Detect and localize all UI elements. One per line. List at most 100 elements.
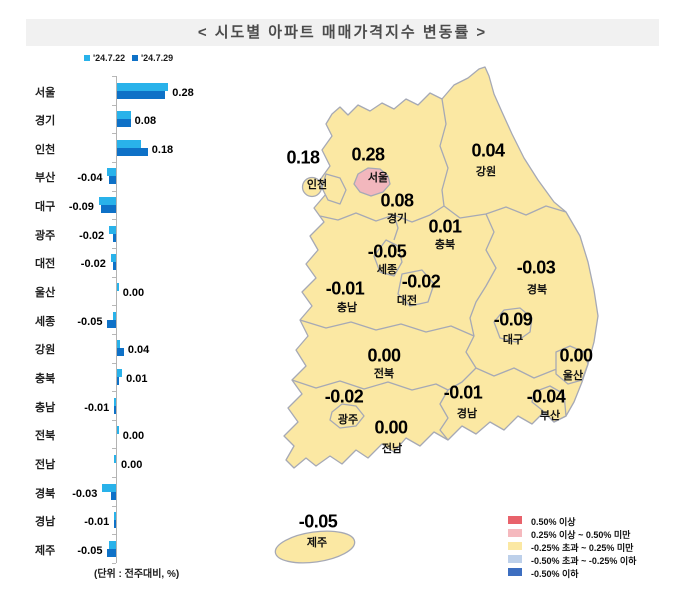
map-value-경남: -0.01 <box>443 382 483 403</box>
map-legend-swatch <box>508 529 522 537</box>
region-seoul <box>353 167 391 197</box>
bar-value-label: 0.28 <box>172 86 194 99</box>
bar-prev <box>117 283 119 292</box>
bar-prev <box>117 139 141 148</box>
bar-value-label: 0.08 <box>134 115 157 128</box>
bar-value-label: -0.01 <box>84 401 110 414</box>
bar-prev <box>109 225 116 234</box>
region-daejeon <box>397 269 435 307</box>
bar-prev <box>114 397 116 406</box>
bar-curr <box>107 548 116 557</box>
map-legend-swatch <box>508 542 522 550</box>
bar-value-label: 0.00 <box>122 430 145 443</box>
bar-value-label: 0.18 <box>151 143 174 156</box>
korea-map-svg <box>274 66 599 564</box>
bar-value-label: 0.00 <box>122 287 145 300</box>
bar-row-label: 울산 <box>35 287 56 300</box>
map-value-충남: -0.01 <box>325 278 365 299</box>
bar-prev <box>114 454 116 463</box>
chart-axis <box>116 76 117 564</box>
map-region-name-부산: 부산 <box>539 410 561 422</box>
map-legend-swatch <box>508 516 522 524</box>
bar-prev <box>112 311 116 320</box>
axis-tick <box>112 161 116 163</box>
bar-prev <box>109 540 116 549</box>
map-value-광주: -0.02 <box>324 386 364 407</box>
map-region-name-대전: 대전 <box>396 295 418 307</box>
bar-curr <box>109 176 116 185</box>
bar-curr <box>110 491 116 500</box>
title-bar: < 시도별 아파트 매매가격지수 변동률 > <box>26 19 659 46</box>
bar-value-label: -0.02 <box>79 229 105 242</box>
map-region-name-강원: 강원 <box>475 166 497 178</box>
map-value-충북: 0.01 <box>428 216 462 237</box>
map-value-대전: -0.02 <box>401 271 441 292</box>
map-value-강원: 0.04 <box>471 140 505 161</box>
bar-curr <box>117 119 131 128</box>
axis-tick <box>112 448 116 450</box>
bar-row-label: 세종 <box>35 315 56 328</box>
axis-tick <box>112 505 116 507</box>
axis-tick <box>112 362 116 364</box>
map-region-name-인천: 인천 <box>306 179 328 191</box>
bar-row-label: 인천 <box>35 143 56 156</box>
map-region-name-제주: 제주 <box>306 537 328 549</box>
bar-curr <box>117 147 148 156</box>
map-legend-swatch <box>508 555 522 563</box>
map-legend-label: 0.25% 이상 ~ 0.50% 미만 <box>531 530 631 540</box>
bar-prev <box>117 111 131 120</box>
map-region-name-서울: 서울 <box>367 172 389 184</box>
bar-value-label: -0.02 <box>80 258 106 271</box>
bar-curr <box>100 205 116 214</box>
bar-curr <box>107 319 116 328</box>
bar-row-label: 서울 <box>35 86 56 99</box>
map-legend-label: -0.50% 이하 <box>531 569 579 579</box>
axis-tick <box>112 563 116 565</box>
region-gwangju <box>329 403 365 429</box>
legend-swatch-curr <box>132 55 138 61</box>
bar-value-label: -0.01 <box>84 516 110 529</box>
region-busan <box>531 385 567 423</box>
legend-swatch-prev <box>84 55 90 61</box>
axis-tick <box>112 276 116 278</box>
axis-tick <box>112 477 116 479</box>
bar-prev <box>98 197 116 206</box>
map-region-name-전남: 전남 <box>381 443 403 455</box>
bar-prev <box>107 168 116 177</box>
map-region-name-울산: 울산 <box>562 370 584 382</box>
axis-tick <box>112 419 116 421</box>
bar-curr <box>112 233 116 242</box>
bar-row-label: 제주 <box>35 544 56 557</box>
page-title: < 시도별 아파트 매매가격지수 변동률 > <box>197 24 488 41</box>
map-region-name-전북: 전북 <box>373 368 395 380</box>
bar-curr <box>114 520 116 529</box>
region-mainland <box>283 66 599 469</box>
bar-prev <box>102 483 116 492</box>
map-legend-label: -0.50% 초과 ~ -0.25% 이하 <box>531 556 637 566</box>
bar-row-label: 전남 <box>35 458 56 471</box>
axis-tick <box>112 190 116 192</box>
map-region-name-충북: 충북 <box>434 239 456 251</box>
map-legend-swatch <box>508 568 522 576</box>
bar-value-label: -0.03 <box>72 487 98 500</box>
bar-value-label: 0.04 <box>127 344 150 357</box>
map-value-세종: -0.05 <box>367 241 407 262</box>
map-value-서울: 0.28 <box>351 144 385 165</box>
bar-value-label: -0.09 <box>68 201 94 214</box>
axis-tick <box>112 76 116 77</box>
bar-row-label: 강원 <box>35 344 56 357</box>
bar-row-label: 전북 <box>35 430 56 443</box>
bar-value-label: -0.05 <box>77 544 103 557</box>
region-ulsan <box>555 345 589 385</box>
map-legend-label: -0.25% 초과 ~ 0.25% 미만 <box>531 543 634 553</box>
map-value-대구: -0.09 <box>493 309 533 330</box>
map-value-전남: 0.00 <box>374 417 408 438</box>
unit-note: (단위 : 전주대비, %) <box>94 569 180 580</box>
region-daegu <box>493 307 533 343</box>
bar-value-label: -0.05 <box>77 315 103 328</box>
legend-label-prev: '24.7.22 <box>93 53 126 63</box>
bar-prev <box>117 426 119 435</box>
map-value-인천: 0.18 <box>286 147 320 168</box>
map-region-name-경기: 경기 <box>386 213 408 225</box>
